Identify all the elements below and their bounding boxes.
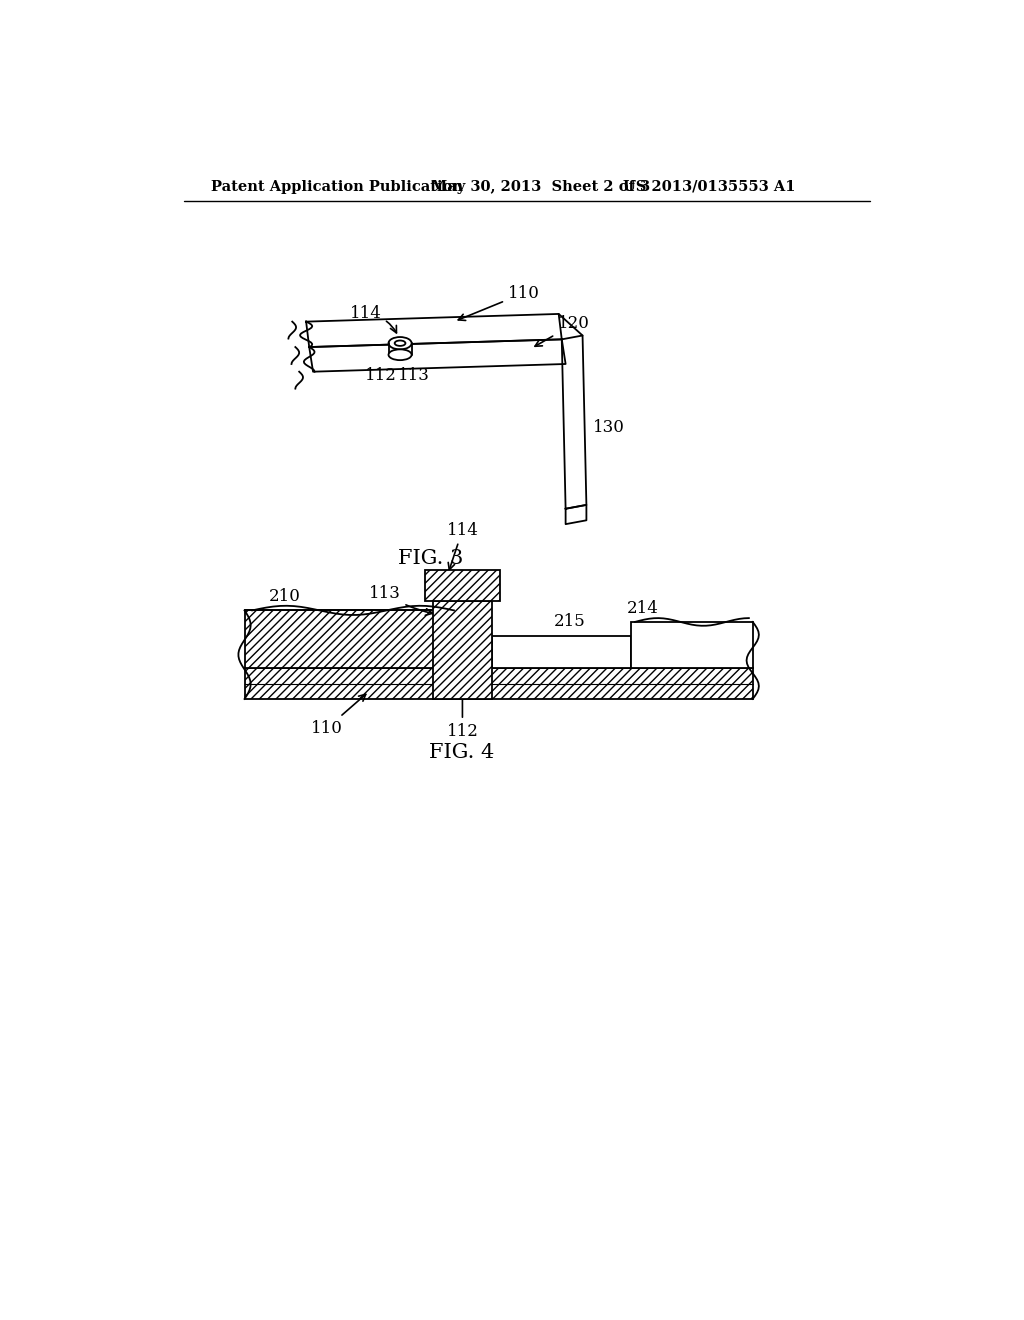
Text: 114: 114 <box>446 521 478 570</box>
Polygon shape <box>631 622 753 668</box>
Polygon shape <box>565 506 587 524</box>
Polygon shape <box>245 668 753 700</box>
Text: 114: 114 <box>349 305 396 333</box>
Text: May 30, 2013  Sheet 2 of 3: May 30, 2013 Sheet 2 of 3 <box>431 180 650 194</box>
Ellipse shape <box>388 350 412 360</box>
Text: 113: 113 <box>398 367 430 384</box>
Text: 112: 112 <box>446 669 478 739</box>
Text: 112: 112 <box>365 367 396 384</box>
Polygon shape <box>493 636 631 668</box>
Polygon shape <box>306 314 562 347</box>
Text: 110: 110 <box>459 285 540 321</box>
Text: 214: 214 <box>627 599 658 616</box>
Text: 215: 215 <box>554 614 586 631</box>
Polygon shape <box>433 601 493 700</box>
Text: Patent Application Publication: Patent Application Publication <box>211 180 464 194</box>
Polygon shape <box>425 570 500 601</box>
Text: FIG. 4: FIG. 4 <box>429 743 495 763</box>
Text: 110: 110 <box>311 694 366 737</box>
Text: US 2013/0135553 A1: US 2013/0135553 A1 <box>624 180 796 194</box>
Ellipse shape <box>388 337 412 350</box>
Text: 113: 113 <box>369 585 432 615</box>
Text: 130: 130 <box>593 420 625 437</box>
Polygon shape <box>309 339 565 372</box>
Text: 210: 210 <box>268 587 300 605</box>
Text: FIG. 3: FIG. 3 <box>398 549 464 569</box>
Polygon shape <box>562 335 587 508</box>
Ellipse shape <box>394 341 406 346</box>
Text: 120: 120 <box>535 315 590 346</box>
Polygon shape <box>245 610 458 668</box>
